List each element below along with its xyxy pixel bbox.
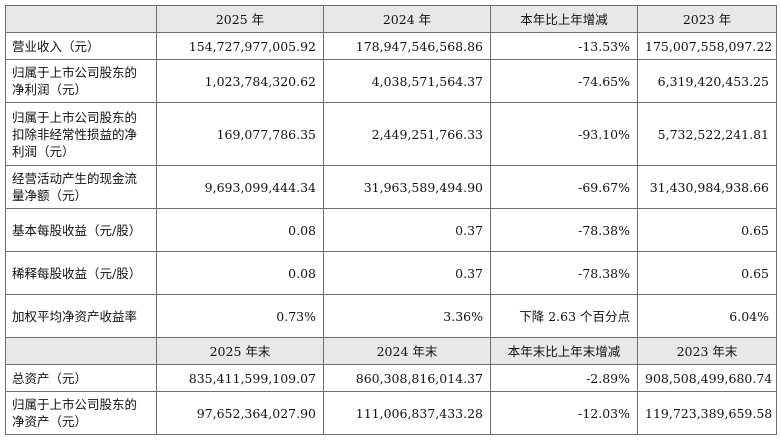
cell-value: 835,411,599,109.07 [156, 364, 324, 392]
table-row: 归属于上市公司股东的扣除非经常性损益的净利润（元） 169,077,786.35… [5, 102, 777, 166]
table-row: 基本每股收益（元/股） 0.08 0.37 -78.38% 0.65 [5, 208, 777, 252]
header-col-2025: 2025 年 [156, 5, 324, 33]
table-row: 归属于上市公司股东的净利润（元） 1,023,784,320.62 4,038,… [5, 59, 777, 103]
cell-value: 2,449,251,766.33 [323, 102, 491, 166]
cell-change: -2.89% [490, 364, 638, 392]
row-label-total-assets: 总资产（元） [5, 364, 157, 392]
header-col-2025-end: 2025 年末 [156, 337, 324, 365]
cell-value: 0.65 [637, 251, 777, 295]
cell-value: 175,007,558,097.22 [637, 32, 777, 60]
table-row: 营业收入（元） 154,727,977,005.92 178,947,546,5… [5, 32, 777, 60]
header-col-change-end: 本年末比上年末增减 [490, 337, 638, 365]
header-col-2024-end: 2024 年末 [323, 337, 491, 365]
cell-change: -78.38% [490, 208, 638, 252]
cell-change: 下降 2.63 个百分点 [490, 294, 638, 338]
row-label-net-profit-deducted: 归属于上市公司股东的扣除非经常性损益的净利润（元） [5, 102, 157, 166]
cell-value: 31,430,984,938.66 [637, 165, 777, 209]
header-col-2023: 2023 年 [637, 5, 777, 33]
cell-change: -78.38% [490, 251, 638, 295]
table-row: 经营活动产生的现金流量净额（元） 9,693,099,444.34 31,963… [5, 165, 777, 209]
cell-value: 119,723,389,659.58 [637, 391, 777, 435]
cell-value: 9,693,099,444.34 [156, 165, 324, 209]
header-corner-cell [5, 5, 157, 33]
row-label-revenue: 营业收入（元） [5, 32, 157, 60]
cell-value: 154,727,977,005.92 [156, 32, 324, 60]
cell-change: -93.10% [490, 102, 638, 166]
cell-value: 0.73% [156, 294, 324, 338]
header-col-2024: 2024 年 [323, 5, 491, 33]
row-label-basic-eps: 基本每股收益（元/股） [5, 208, 157, 252]
header-corner-cell [5, 337, 157, 365]
cell-value: 6.04% [637, 294, 777, 338]
cell-change: -69.67% [490, 165, 638, 209]
row-label-roe: 加权平均净资产收益率 [5, 294, 157, 338]
row-label-diluted-eps: 稀释每股收益（元/股） [5, 251, 157, 295]
cell-value: 97,652,364,027.90 [156, 391, 324, 435]
cell-value: 4,038,571,564.37 [323, 59, 491, 103]
cell-value: 0.37 [323, 208, 491, 252]
header-col-change: 本年比上年增减 [490, 5, 638, 33]
cell-value: 6,319,420,453.25 [637, 59, 777, 103]
header-row-years: 2025 年 2024 年 本年比上年增减 2023 年 [5, 5, 777, 33]
table-row: 加权平均净资产收益率 0.73% 3.36% 下降 2.63 个百分点 6.04… [5, 294, 777, 338]
cell-value: 1,023,784,320.62 [156, 59, 324, 103]
cell-value: 5,732,522,241.81 [637, 102, 777, 166]
cell-value: 169,077,786.35 [156, 102, 324, 166]
cell-value: 0.37 [323, 251, 491, 295]
cell-value: 0.08 [156, 251, 324, 295]
cell-value: 0.08 [156, 208, 324, 252]
cell-value: 178,947,546,568.86 [323, 32, 491, 60]
cell-change: -12.03% [490, 391, 638, 435]
table-row: 稀释每股收益（元/股） 0.08 0.37 -78.38% 0.65 [5, 251, 777, 295]
financial-summary-table: 2025 年 2024 年 本年比上年增减 2023 年 营业收入（元） 154… [5, 5, 777, 435]
header-row-year-end: 2025 年末 2024 年末 本年末比上年末增减 2023 年末 [5, 337, 777, 365]
cell-value: 3.36% [323, 294, 491, 338]
row-label-operating-cash-flow: 经营活动产生的现金流量净额（元） [5, 165, 157, 209]
row-label-net-assets: 归属于上市公司股东的净资产（元） [5, 391, 157, 435]
cell-value: 860,308,816,014.37 [323, 364, 491, 392]
cell-value: 908,508,499,680.74 [637, 364, 777, 392]
cell-value: 111,006,837,433.28 [323, 391, 491, 435]
cell-change: -13.53% [490, 32, 638, 60]
table-row: 总资产（元） 835,411,599,109.07 860,308,816,01… [5, 364, 777, 392]
table-row: 归属于上市公司股东的净资产（元） 97,652,364,027.90 111,0… [5, 391, 777, 435]
cell-value: 0.65 [637, 208, 777, 252]
header-col-2023-end: 2023 年末 [637, 337, 777, 365]
cell-change: -74.65% [490, 59, 638, 103]
row-label-net-profit: 归属于上市公司股东的净利润（元） [5, 59, 157, 103]
cell-value: 31,963,589,494.90 [323, 165, 491, 209]
